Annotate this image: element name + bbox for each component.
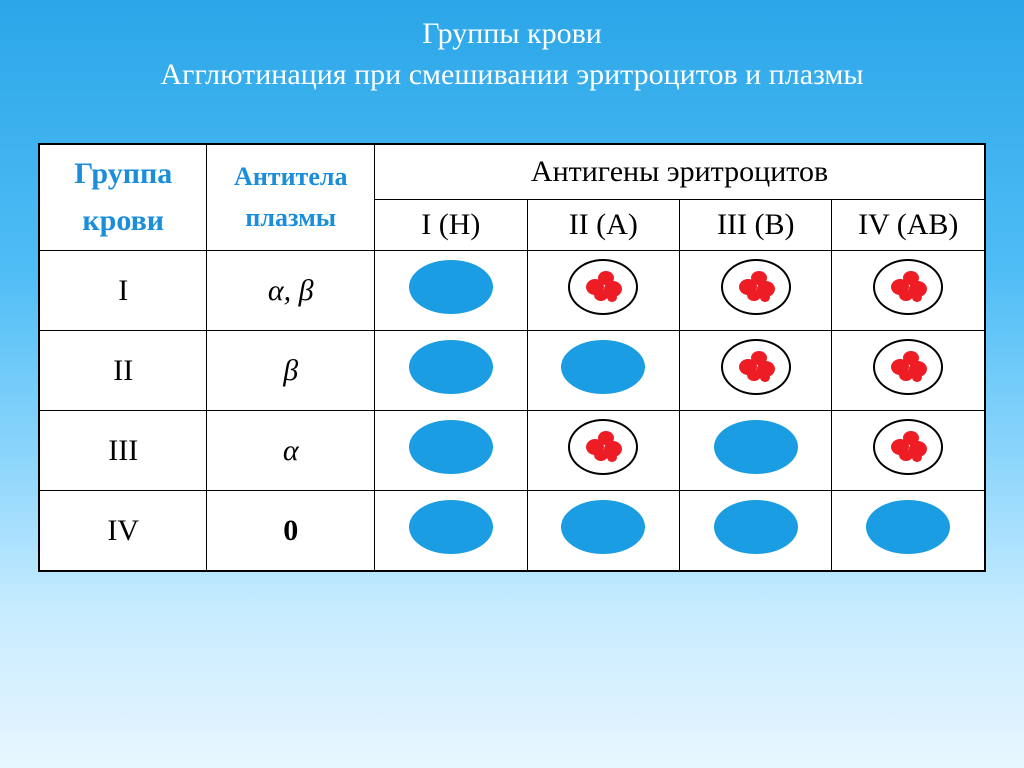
agglutination-icon xyxy=(873,419,943,475)
no-agglutination-icon xyxy=(409,260,493,314)
agglutination-icon xyxy=(721,339,791,395)
row-group-label: II xyxy=(40,331,207,411)
title-line-1: Группы крови xyxy=(0,14,1024,55)
cell-mark xyxy=(680,251,832,331)
clump-icon xyxy=(737,271,775,303)
slide: Группы крови Агглютинация при смешивании… xyxy=(0,0,1024,768)
no-agglutination-icon xyxy=(409,500,493,554)
agglutination-icon xyxy=(568,419,638,475)
clump-icon xyxy=(889,271,927,303)
agglutination-icon xyxy=(873,259,943,315)
table-row: IIIα xyxy=(40,411,985,491)
cell-mark xyxy=(680,331,832,411)
cell-mark xyxy=(832,491,985,571)
header-col-2: II (A) xyxy=(527,200,679,251)
cell-mark xyxy=(832,411,985,491)
cell-mark xyxy=(375,411,527,491)
header-col-1: I (H) xyxy=(375,200,527,251)
clump-icon xyxy=(584,431,622,463)
header-row-1: Группа крови Антитела плазмы Антигены эр… xyxy=(40,145,985,200)
row-antibody: α, β xyxy=(207,251,375,331)
no-agglutination-icon xyxy=(714,500,798,554)
row-antibody: 0 xyxy=(207,491,375,571)
agglutination-icon xyxy=(568,259,638,315)
cell-mark xyxy=(527,331,679,411)
table-body: Iα, βIIβIIIαIV0 xyxy=(40,251,985,571)
no-agglutination-icon xyxy=(409,420,493,474)
row-antibody: β xyxy=(207,331,375,411)
clump-icon xyxy=(889,431,927,463)
header-col-4: IV (AB) xyxy=(832,200,985,251)
cell-mark xyxy=(375,491,527,571)
agglutination-icon xyxy=(721,259,791,315)
table-row: IIβ xyxy=(40,331,985,411)
cell-mark xyxy=(680,411,832,491)
row-antibody: α xyxy=(207,411,375,491)
agglutination-icon xyxy=(873,339,943,395)
clump-icon xyxy=(584,271,622,303)
cell-mark xyxy=(832,251,985,331)
header-antibodies: Антитела плазмы xyxy=(207,145,375,251)
row-group-label: III xyxy=(40,411,207,491)
cell-mark xyxy=(527,251,679,331)
table-row: IV0 xyxy=(40,491,985,571)
blood-groups-table-wrap: Группа крови Антитела плазмы Антигены эр… xyxy=(38,143,986,572)
no-agglutination-icon xyxy=(561,340,645,394)
table-row: Iα, β xyxy=(40,251,985,331)
cell-mark xyxy=(375,251,527,331)
header-group: Группа крови xyxy=(40,145,207,251)
blood-groups-table: Группа крови Антитела плазмы Антигены эр… xyxy=(39,144,985,571)
clump-icon xyxy=(889,351,927,383)
cell-mark xyxy=(527,491,679,571)
cell-mark xyxy=(527,411,679,491)
cell-mark xyxy=(680,491,832,571)
header-col-3: III (B) xyxy=(680,200,832,251)
title-line-2: Агглютинация при смешивании эритроцитов … xyxy=(0,55,1024,96)
no-agglutination-icon xyxy=(714,420,798,474)
clump-icon xyxy=(737,351,775,383)
row-group-label: IV xyxy=(40,491,207,571)
no-agglutination-icon xyxy=(409,340,493,394)
no-agglutination-icon xyxy=(866,500,950,554)
slide-title: Группы крови Агглютинация при смешивании… xyxy=(0,14,1024,95)
row-group-label: I xyxy=(40,251,207,331)
no-agglutination-icon xyxy=(561,500,645,554)
cell-mark xyxy=(832,331,985,411)
cell-mark xyxy=(375,331,527,411)
header-antigens: Антигены эритроцитов xyxy=(375,145,985,200)
